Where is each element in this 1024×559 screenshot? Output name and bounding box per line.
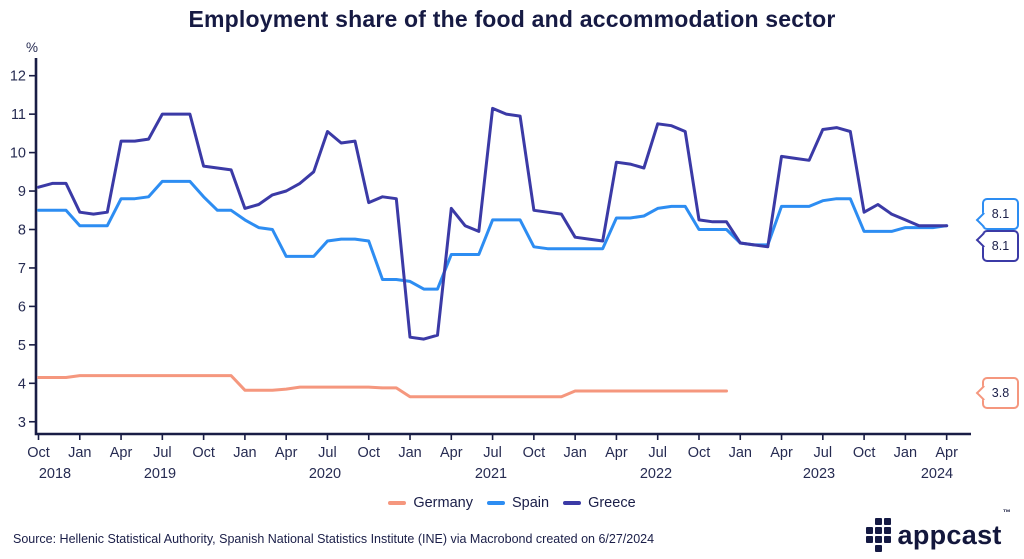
- x-year-label: 2024: [921, 466, 953, 482]
- y-tick-label: 3: [18, 415, 26, 431]
- x-year-label: 2018: [39, 466, 71, 482]
- x-year-label: 2021: [475, 466, 507, 482]
- series-line-germany: [37, 374, 728, 399]
- x-tick-label: Jan: [894, 445, 917, 461]
- spain-last-value: 8.1: [991, 207, 1010, 221]
- y-axis-unit-label: %: [26, 40, 39, 55]
- germany-last-value: 3.8: [991, 386, 1010, 400]
- x-year-label: 2020: [309, 466, 341, 482]
- series-line-spain: [37, 179, 949, 291]
- x-tick-label: Jul: [483, 445, 502, 461]
- appcast-grid-icon: [865, 518, 891, 552]
- x-tick-label: Jul: [648, 445, 667, 461]
- greece-line-swatch: [563, 501, 582, 505]
- x-tick-label: Oct: [357, 445, 380, 461]
- callout-spain-value: 8.1: [982, 198, 1019, 230]
- series-line-greece: [37, 106, 949, 341]
- x-tick-label: Apr: [440, 445, 463, 461]
- callout-greece-value: 8.1: [982, 230, 1019, 262]
- x-tick-label: Jan: [729, 445, 752, 461]
- legend-label-germany: Germany: [413, 495, 473, 511]
- y-tick-label: 7: [18, 261, 26, 277]
- legend: Germany Spain Greece: [0, 495, 1024, 511]
- x-tick-label: Apr: [770, 445, 793, 461]
- germany-line-swatch: [388, 501, 407, 505]
- x-tick-label: Apr: [605, 445, 628, 461]
- x-tick-label: Jul: [153, 445, 172, 461]
- x-tick-label: Apr: [935, 445, 958, 461]
- x-tick-label: Jul: [318, 445, 337, 461]
- y-tick-label: 8: [18, 223, 26, 239]
- y-tick-label: 10: [10, 146, 26, 162]
- greece-last-value: 8.1: [991, 239, 1010, 253]
- x-tick-label: Oct: [192, 445, 215, 461]
- legend-item-greece: Greece: [563, 495, 636, 511]
- x-tick-label: Apr: [275, 445, 298, 461]
- x-tick-label: Oct: [688, 445, 711, 461]
- appcast-wordmark: appcast™: [897, 507, 1011, 550]
- x-tick-label: Oct: [523, 445, 546, 461]
- x-tick-label: Jan: [563, 445, 586, 461]
- x-tick-label: Oct: [27, 445, 50, 461]
- x-year-label: 2022: [640, 466, 672, 482]
- x-tick-label: Jan: [233, 445, 256, 461]
- callout-germany-value: 3.8: [982, 377, 1019, 409]
- appcast-logo: appcast™: [865, 507, 1011, 552]
- spain-line-swatch: [486, 501, 505, 505]
- y-tick-label: 9: [18, 184, 26, 200]
- y-tick-label: 4: [18, 376, 26, 392]
- y-tick-label: 11: [11, 107, 26, 123]
- legend-item-spain: Spain: [486, 495, 550, 511]
- source-attribution: Source: Hellenic Statistical Authority, …: [13, 532, 655, 546]
- y-tick-label: 12: [10, 69, 26, 85]
- trademark-symbol: ™: [1002, 507, 1011, 517]
- chart-title: Employment share of the food and accommo…: [188, 6, 836, 32]
- x-year-label: 2019: [144, 466, 176, 482]
- x-tick-label: Apr: [110, 445, 133, 461]
- x-tick-label: Jan: [68, 445, 91, 461]
- x-year-label: 2023: [803, 466, 835, 482]
- x-tick-label: Jul: [814, 445, 833, 461]
- x-tick-label: Oct: [853, 445, 876, 461]
- x-tick-label: Jan: [398, 445, 421, 461]
- legend-label-greece: Greece: [588, 495, 636, 511]
- y-tick-label: 5: [18, 338, 26, 354]
- y-tick-label: 6: [18, 299, 26, 315]
- axes: [34, 58, 971, 436]
- legend-label-spain: Spain: [511, 495, 550, 511]
- legend-item-germany: Germany: [388, 495, 473, 511]
